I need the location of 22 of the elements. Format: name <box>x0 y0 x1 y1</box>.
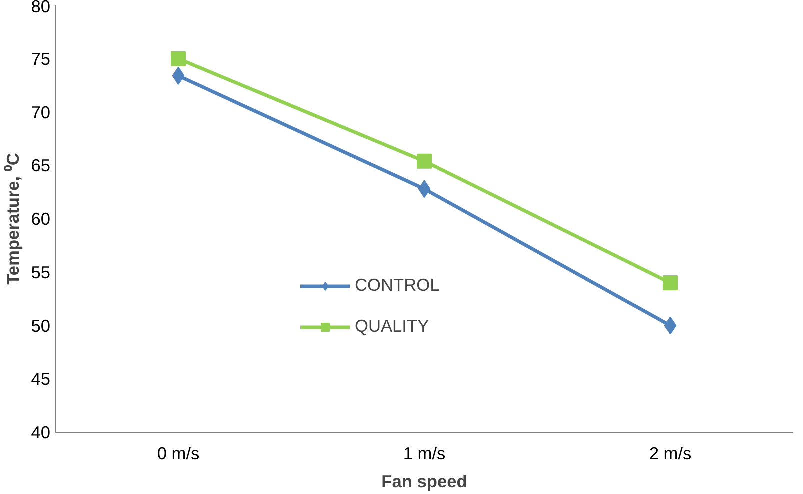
y-tick-label: 45 <box>31 369 51 390</box>
y-axis-title: Temperature, ⁰C <box>3 152 24 285</box>
point <box>418 180 431 198</box>
legend-label: QUALITY <box>355 316 430 337</box>
y-tick-label: 70 <box>31 102 51 122</box>
y-tick-label: 80 <box>31 0 51 16</box>
y-tick-label: 40 <box>31 422 51 442</box>
point <box>663 276 678 291</box>
y-tick-label: 60 <box>31 209 51 229</box>
x-tick-label: 0 m/s <box>157 444 200 464</box>
x-tick-label: 1 m/s <box>403 444 446 464</box>
point <box>171 51 186 66</box>
point <box>664 316 677 335</box>
y-tick-label: 55 <box>31 262 51 282</box>
point <box>417 154 432 169</box>
legend-label: CONTROL <box>355 275 440 296</box>
y-tick-label: 50 <box>31 316 51 336</box>
x-axis-title: Fan speed <box>382 472 468 492</box>
point <box>172 66 185 85</box>
y-tick-label: 75 <box>31 48 51 69</box>
y-tick-label: 65 <box>31 156 51 176</box>
x-tick-label: 2 m/s <box>649 444 692 464</box>
